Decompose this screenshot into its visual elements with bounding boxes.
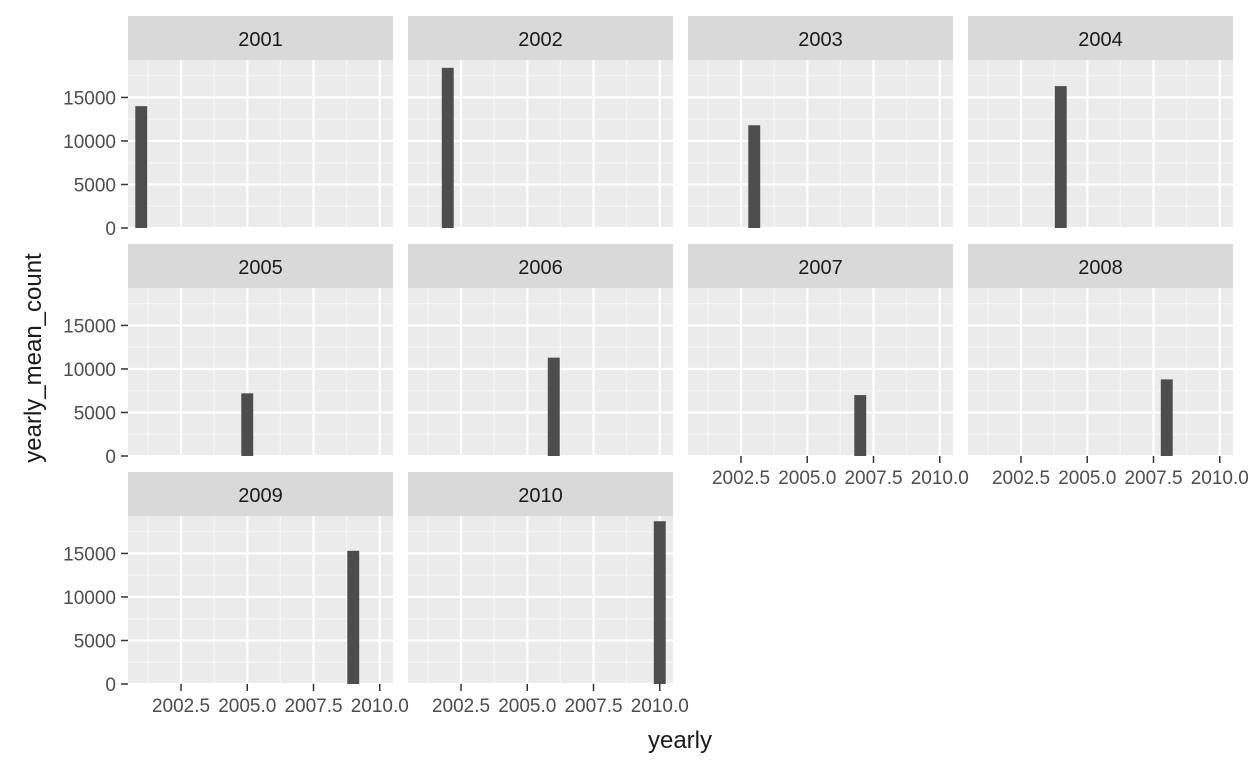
facet-strip: [408, 472, 673, 516]
panel-background: [688, 288, 953, 456]
x-tick-label: 2010.0: [351, 696, 409, 717]
facet-strip-label: 2001: [238, 29, 283, 51]
x-tick-label: 2010.0: [1191, 468, 1248, 489]
y-tick-label: 0: [105, 219, 116, 240]
facet-strip-label: 2008: [1078, 257, 1123, 279]
x-tick-label: 2002.5: [432, 696, 490, 717]
panel-background: [688, 60, 953, 228]
facet-strip: [128, 16, 393, 60]
y-tick-label: 15000: [63, 316, 116, 337]
x-axis-title: yearly: [648, 727, 712, 754]
bar: [241, 393, 254, 456]
bar: [441, 67, 454, 228]
x-tick-label: 2007.5: [284, 696, 342, 717]
y-tick-label: 10000: [63, 132, 116, 153]
facet-strip-label: 2004: [1078, 29, 1123, 51]
y-tick-label: 10000: [63, 588, 116, 609]
panel-background: [128, 60, 393, 228]
facet-strip-label: 2010: [518, 485, 563, 507]
x-tick-label: 2005.0: [1058, 468, 1116, 489]
y-tick-label: 15000: [63, 88, 116, 109]
facet-strip: [128, 472, 393, 516]
x-tick-label: 2007.5: [1124, 468, 1182, 489]
y-tick-label: 5000: [74, 175, 116, 196]
facet-strip: [408, 16, 673, 60]
facet-strip: [408, 244, 673, 288]
bar: [854, 395, 867, 456]
bar: [748, 125, 761, 228]
y-tick-label: 0: [105, 447, 116, 468]
panel-background: [968, 288, 1233, 456]
y-tick-label: 15000: [63, 544, 116, 565]
x-tick-label: 2007.5: [564, 696, 622, 717]
facet-strip-label: 2002: [518, 29, 563, 51]
facet-strip: [688, 244, 953, 288]
facet-strip-label: 2005: [238, 257, 283, 279]
y-tick-label: 5000: [74, 403, 116, 424]
y-tick-label: 10000: [63, 360, 116, 381]
y-tick-label: 5000: [74, 631, 116, 652]
facet-strip-label: 2006: [518, 257, 563, 279]
x-tick-label: 2002.5: [992, 468, 1050, 489]
bar: [347, 550, 360, 684]
panel-background: [408, 288, 673, 456]
facet-strip-label: 2003: [798, 29, 843, 51]
x-tick-label: 2010.0: [911, 468, 969, 489]
x-tick-label: 2002.5: [152, 696, 210, 717]
bar: [1160, 379, 1173, 456]
panel-background: [128, 288, 393, 456]
bar: [1054, 86, 1067, 229]
x-tick-label: 2002.5: [712, 468, 770, 489]
facet-strip: [128, 244, 393, 288]
x-tick-label: 2005.0: [778, 468, 836, 489]
facet-strip: [688, 16, 953, 60]
panel-background: [968, 60, 1233, 228]
facet-strip: [968, 244, 1233, 288]
x-tick-label: 2007.5: [844, 468, 902, 489]
bar: [653, 521, 666, 684]
bar: [547, 357, 560, 456]
x-tick-label: 2005.0: [218, 696, 276, 717]
y-tick-label: 0: [105, 675, 116, 696]
y-axis-title: yearly_mean_count: [20, 253, 47, 463]
facet-strip-label: 2009: [238, 485, 283, 507]
bar: [135, 106, 148, 228]
facet-strip: [968, 16, 1233, 60]
facet-strip-label: 2007: [798, 257, 843, 279]
panel-background: [408, 516, 673, 684]
x-tick-label: 2005.0: [498, 696, 556, 717]
x-tick-label: 2010.0: [631, 696, 689, 717]
